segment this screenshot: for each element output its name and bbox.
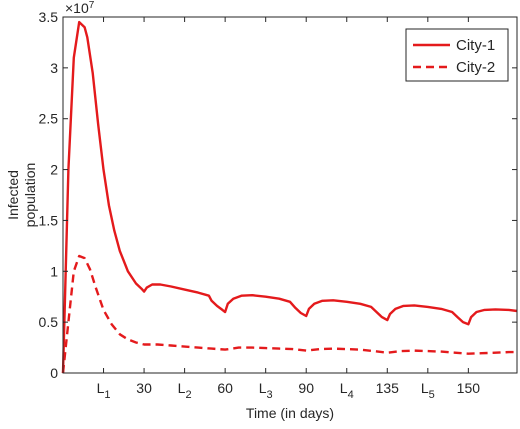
plot-area — [61, 20, 518, 374]
y-tick-label: 0 — [50, 365, 58, 381]
legend-label-2: City-2 — [456, 59, 495, 76]
y-tick-label: 0.5 — [39, 314, 59, 330]
x-tick-label: L4 — [340, 380, 354, 401]
y-axis-exponent: ×107 — [65, 0, 95, 16]
axes: 0 0.5 1 1.5 2 2.5 3 3.5 L1 30 L2 60 L3 90 L4 135 L5 150 — [39, 9, 518, 401]
series-line-2 — [61, 254, 517, 374]
x-tick-label: 150 — [457, 380, 481, 396]
x-tick-label: L3 — [259, 380, 273, 401]
x-tick-label: L2 — [178, 380, 192, 401]
y-tick-label: 3 — [50, 60, 58, 76]
axes-box — [62, 16, 518, 374]
legend-box — [405, 28, 509, 82]
x-tick-label: L5 — [421, 380, 435, 401]
x-tick-label: 90 — [298, 380, 314, 396]
legend: City-1 City-2 — [405, 28, 509, 82]
y-exponent-power: 7 — [89, 0, 95, 11]
x-tick-label: 135 — [376, 380, 400, 396]
legend-label-1: City-1 — [456, 37, 495, 54]
x-tick-label: L1 — [97, 380, 111, 401]
y-tick-label: 1.5 — [39, 212, 59, 228]
y-exponent-base: ×10 — [65, 0, 89, 16]
y-tick-label: 2.5 — [39, 111, 59, 127]
series-line-1 — [61, 20, 518, 374]
x-axis-label: Time (in days) — [246, 405, 334, 421]
y-tick-label: 3.5 — [39, 9, 59, 25]
y-tick-label: 1 — [50, 263, 58, 279]
x-tick-label: 30 — [136, 380, 152, 396]
x-tick-label: 60 — [217, 380, 233, 396]
y-tick-label: 2 — [50, 162, 58, 178]
y-axis-label: Infectedpopulation — [5, 163, 38, 228]
